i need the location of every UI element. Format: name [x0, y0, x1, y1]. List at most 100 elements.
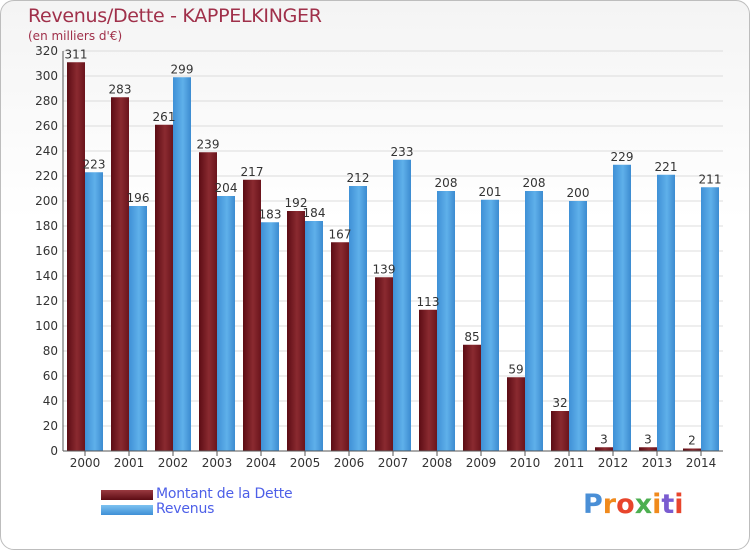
- bar-debt: [155, 124, 173, 451]
- x-tick-label: 2004: [246, 456, 277, 470]
- y-tick-label: 180: [35, 219, 58, 233]
- y-tick-label: 280: [35, 94, 58, 108]
- bar-debt: [67, 62, 85, 451]
- y-tick-label: 220: [35, 169, 58, 183]
- data-label-revenue: 184: [303, 206, 326, 220]
- y-tick-label: 80: [43, 344, 58, 358]
- legend-label-revenue: Revenus: [156, 501, 215, 517]
- bar-debt: [639, 447, 657, 451]
- bar-revenue: [261, 222, 279, 451]
- x-tick-label: 2000: [70, 456, 101, 470]
- bar-debt: [287, 211, 305, 451]
- data-label-debt: 239: [197, 137, 220, 151]
- bar-revenue: [173, 77, 191, 451]
- data-label-revenue: 183: [259, 207, 282, 221]
- data-label-revenue: 233: [391, 145, 414, 159]
- bar-revenue: [437, 191, 455, 451]
- bar-revenue: [657, 174, 675, 451]
- legend-swatch-debt: [101, 490, 153, 500]
- data-label-debt: 85: [464, 330, 479, 344]
- data-label-revenue: 204: [215, 181, 238, 195]
- bar-debt: [551, 411, 569, 451]
- data-label-debt: 59: [508, 362, 523, 376]
- x-tick-label: 2005: [290, 456, 321, 470]
- data-label-revenue: 200: [567, 186, 590, 200]
- y-tick-label: 300: [35, 69, 58, 83]
- data-label-revenue: 212: [347, 171, 370, 185]
- x-tick-label: 2006: [334, 456, 365, 470]
- bar-revenue: [217, 196, 235, 451]
- y-tick-label: 100: [35, 319, 58, 333]
- data-label-revenue: 229: [611, 150, 634, 164]
- y-tick-label: 20: [43, 419, 58, 433]
- axis-layer: 0 20 40 60 80 100 120 140 160 180 200 220 240 260 280 3…: [35, 44, 723, 470]
- data-label-debt: 139: [373, 262, 396, 276]
- bar-revenue: [481, 199, 499, 451]
- bar-revenue: [393, 159, 411, 451]
- x-tick-label: 2013: [642, 456, 673, 470]
- y-tick-label: 60: [43, 369, 58, 383]
- data-label-revenue: 208: [523, 176, 546, 190]
- y-tick-label: 140: [35, 269, 58, 283]
- data-label-debt: 3: [600, 432, 608, 446]
- x-tick-label: 2002: [158, 456, 189, 470]
- bar-debt: [595, 447, 613, 451]
- data-label-debt: 311: [65, 47, 88, 61]
- logo-letter: x: [634, 489, 653, 520]
- data-label-revenue: 223: [83, 157, 106, 171]
- bar-revenue: [701, 187, 719, 451]
- x-tick-label: 2009: [466, 456, 497, 470]
- data-label-debt: 217: [241, 165, 264, 179]
- chart-title: Revenus/Dette - KAPPELKINGER: [28, 5, 322, 27]
- data-label-debt: 32: [552, 396, 567, 410]
- y-tick-label: 260: [35, 119, 58, 133]
- x-tick-label: 2001: [114, 456, 145, 470]
- logo-letter: P: [583, 489, 603, 520]
- y-tick-label: 320: [35, 44, 58, 58]
- data-label-revenue: 299: [171, 62, 194, 76]
- logo-letter: o: [616, 489, 635, 520]
- data-label-revenue: 208: [435, 176, 458, 190]
- y-tick-label: 240: [35, 144, 58, 158]
- data-label-debt: 167: [329, 227, 352, 241]
- data-label-revenue: 211: [699, 172, 722, 186]
- logo-letter: r: [602, 489, 617, 520]
- data-label-debt: 261: [153, 110, 176, 124]
- chart-subtitle: (en milliers d'€): [28, 29, 123, 43]
- bar-debt: [507, 377, 525, 451]
- y-tick-label: 160: [35, 244, 58, 258]
- bar-debt: [111, 97, 129, 451]
- data-label-debt: 2: [688, 434, 696, 448]
- bar-debt: [683, 448, 701, 451]
- bars-layer: [67, 62, 719, 451]
- data-label-debt: 3: [644, 432, 652, 446]
- bar-debt: [331, 242, 349, 451]
- bar-revenue: [613, 164, 631, 451]
- x-tick-label: 2010: [510, 456, 541, 470]
- data-label-debt: 113: [417, 295, 440, 309]
- y-tick-label: 120: [35, 294, 58, 308]
- bar-revenue: [85, 172, 103, 451]
- logo-letter: i: [674, 489, 684, 520]
- legend-swatch-revenue: [101, 505, 153, 515]
- data-label-revenue: 196: [127, 191, 150, 205]
- bar-debt: [419, 309, 437, 451]
- data-label-debt: 283: [109, 82, 132, 96]
- bar-debt: [375, 277, 393, 451]
- y-tick-label: 200: [35, 194, 58, 208]
- legend-label-debt: Montant de la Dette: [156, 486, 293, 502]
- bar-revenue: [569, 201, 587, 451]
- bar-debt: [463, 344, 481, 451]
- bar-revenue: [525, 191, 543, 451]
- data-label-revenue: 221: [655, 160, 678, 174]
- bar-debt: [199, 152, 217, 451]
- y-tick-label: 40: [43, 394, 58, 408]
- x-tick-label: 2014: [686, 456, 717, 470]
- x-tick-label: 2011: [554, 456, 585, 470]
- data-label-debt: 192: [285, 196, 308, 210]
- x-tick-label: 2007: [378, 456, 409, 470]
- y-tick-label: 0: [50, 444, 58, 458]
